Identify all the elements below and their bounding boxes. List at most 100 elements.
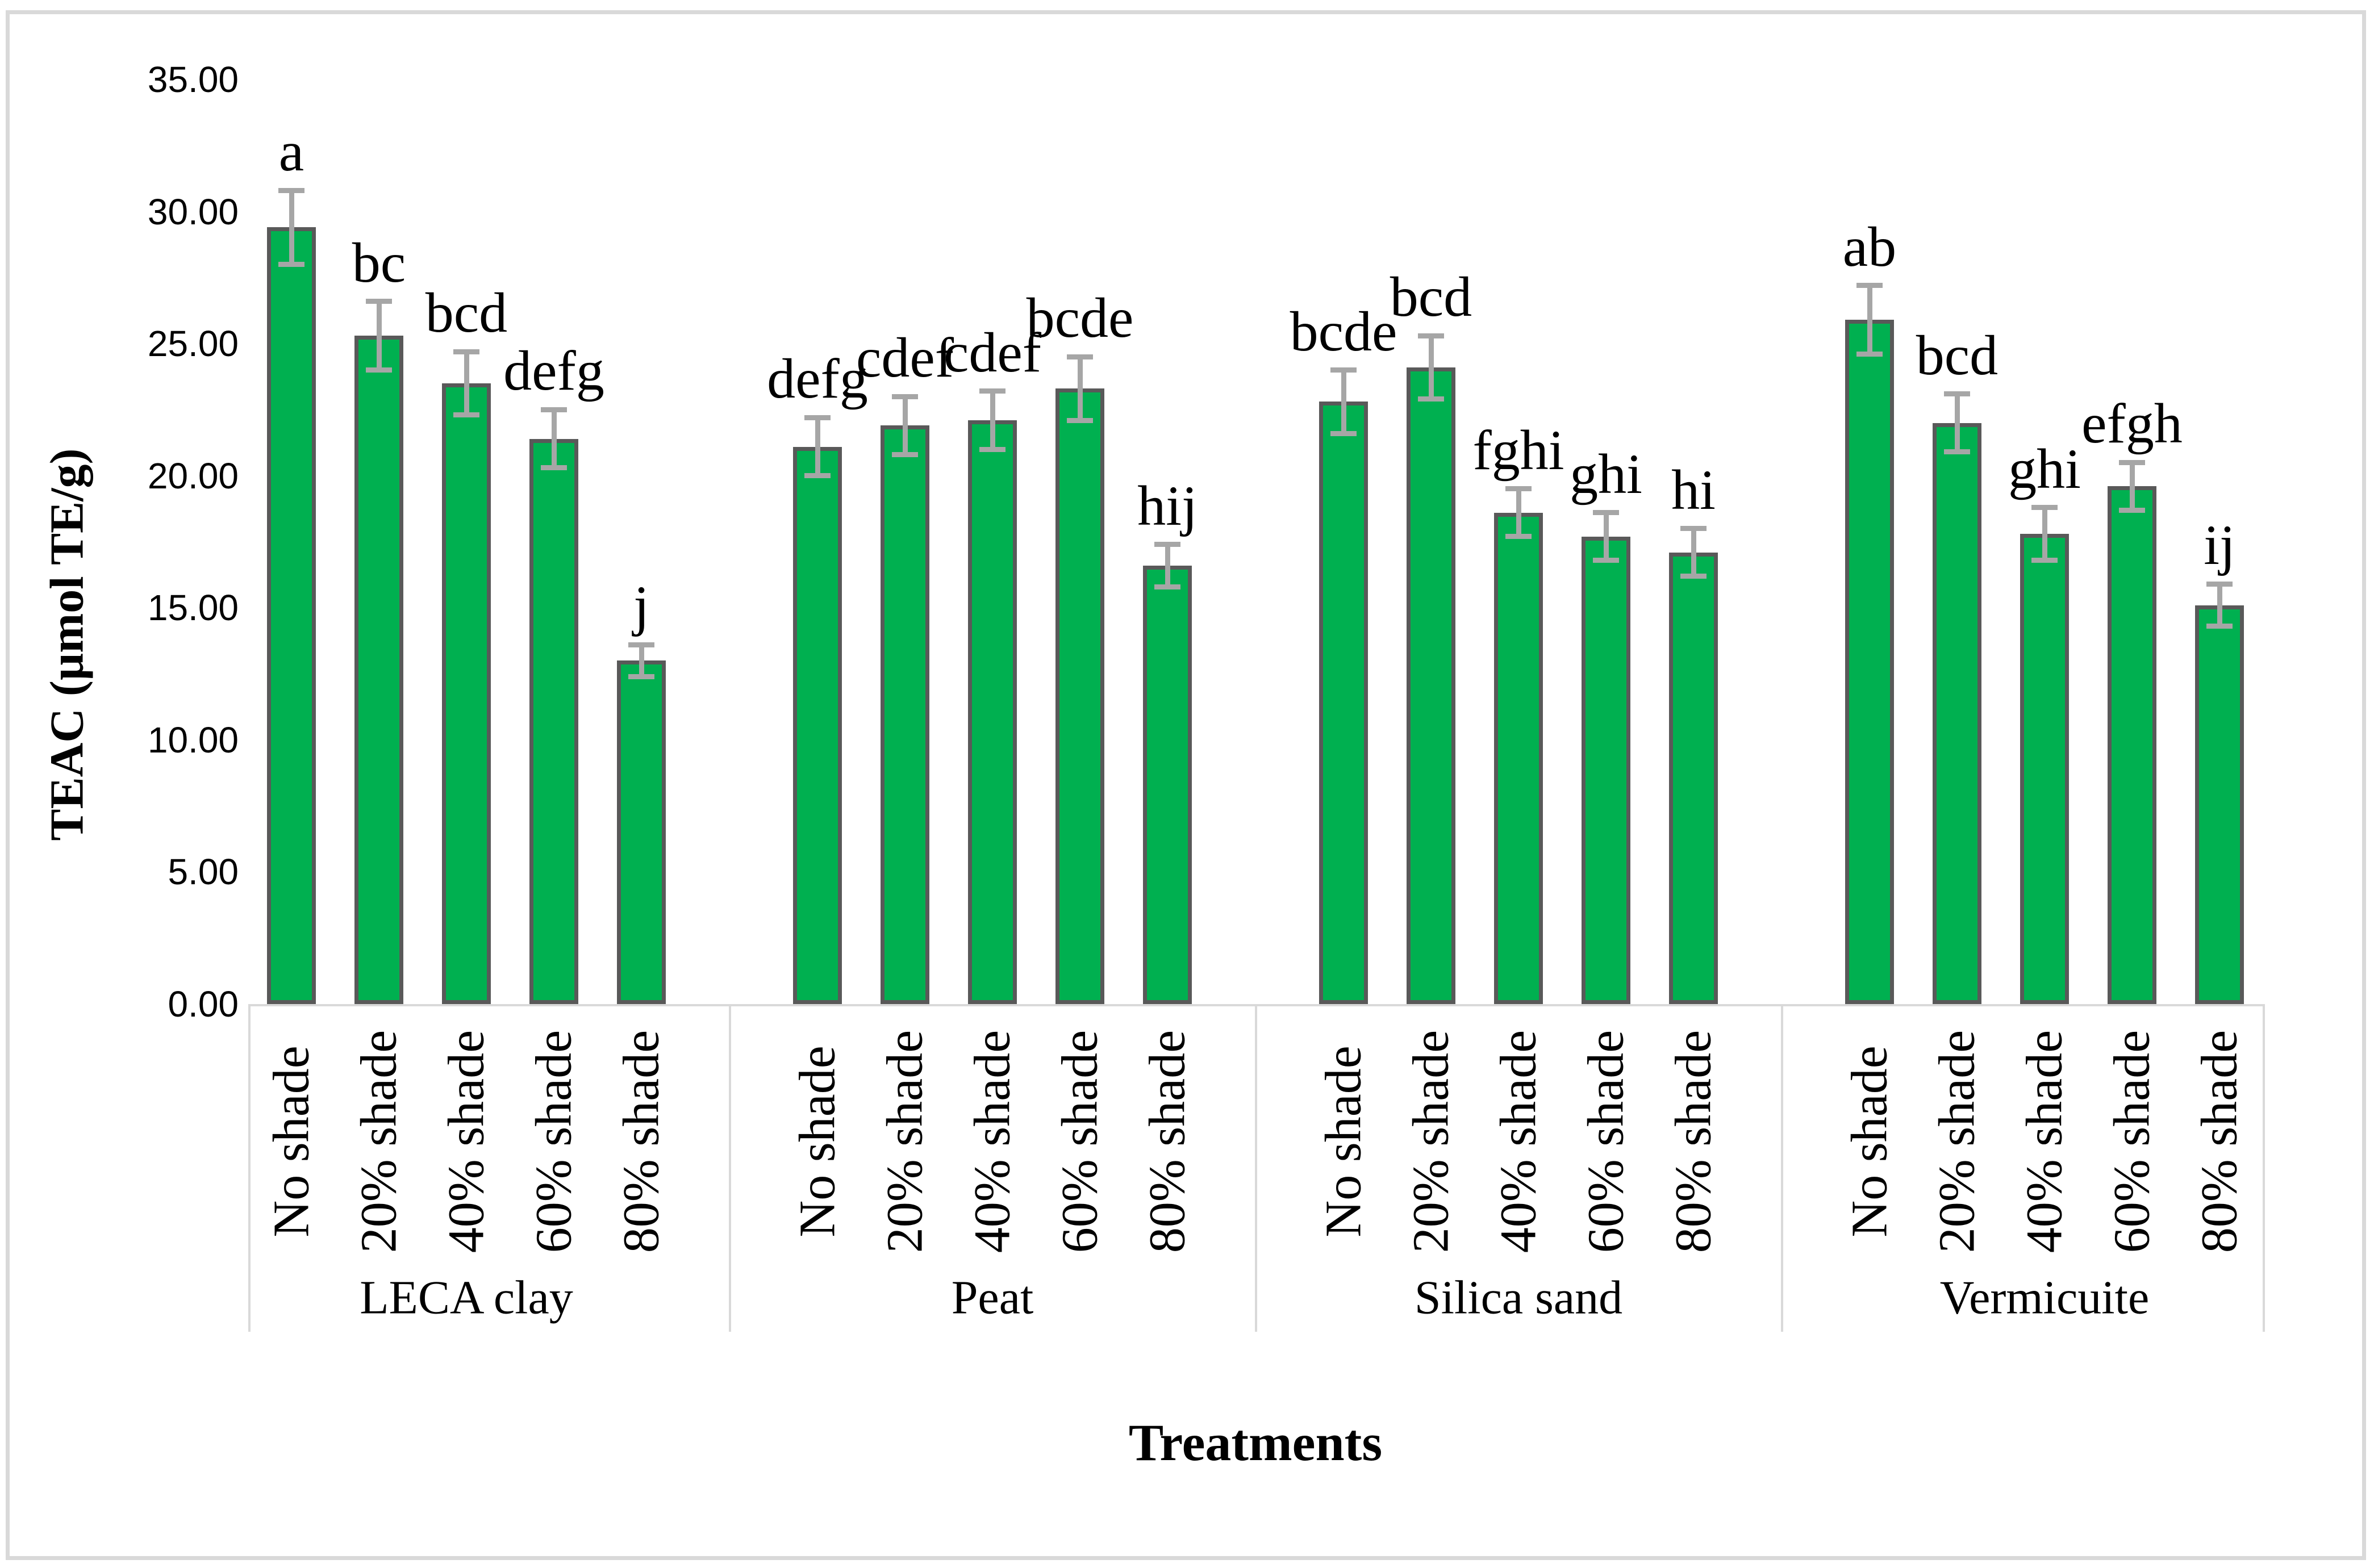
error-bar-cap-top	[2119, 459, 2145, 465]
category-label: No shade	[789, 1046, 846, 1237]
error-bar-line	[1341, 370, 1346, 434]
error-bar-line	[2217, 584, 2222, 626]
group-separator	[1255, 1004, 1257, 1332]
error-bar-cap-top	[366, 299, 392, 304]
y-tick-label: 15.00	[147, 587, 239, 629]
bar	[442, 383, 491, 1004]
error-bar-line	[1603, 512, 1609, 561]
bar	[1845, 320, 1894, 1004]
y-tick-label: 20.00	[147, 455, 239, 496]
error-bar-cap-bottom	[278, 262, 304, 267]
error-bar-cap-bottom	[1680, 573, 1707, 579]
error-bar-line	[1867, 285, 1872, 354]
significance-letter: ghi	[1570, 442, 1642, 505]
error-bar-line	[464, 352, 469, 415]
y-tick-label: 5.00	[168, 851, 239, 893]
significance-letter: bcde	[1026, 286, 1134, 350]
y-tick-label: 30.00	[147, 191, 239, 232]
error-bar-line	[1165, 544, 1170, 587]
error-bar-cap-top	[1944, 391, 1970, 397]
error-bar-cap-bottom	[1856, 352, 1883, 357]
category-label: 80% shade	[613, 1030, 670, 1253]
category-label: 20% shade	[1403, 1030, 1459, 1253]
significance-letter: hij	[1137, 474, 1198, 537]
error-bar-cap-bottom	[1944, 449, 1970, 455]
category-label: 80% shade	[1665, 1030, 1722, 1253]
category-label: No shade	[1315, 1046, 1372, 1237]
error-bar-line	[551, 409, 557, 468]
category-label: 40% shade	[1490, 1030, 1547, 1253]
bar	[2195, 605, 2244, 1004]
error-bar-cap-top	[2031, 505, 2058, 511]
group-separator	[1781, 1004, 1783, 1332]
significance-letter: efgh	[2081, 392, 2183, 455]
error-bar-cap-top	[979, 388, 1005, 394]
error-bar-cap-top	[1856, 283, 1883, 288]
significance-letter: j	[633, 574, 649, 638]
significance-letter: bc	[352, 231, 406, 294]
error-bar-line	[2042, 507, 2047, 561]
error-bar-line	[1691, 528, 1696, 576]
significance-letter: cdef	[943, 320, 1042, 384]
error-bar-cap-top	[804, 415, 831, 420]
error-bar-line	[1954, 394, 1960, 452]
category-label: 40% shade	[2016, 1030, 2073, 1253]
error-bar-line	[1516, 488, 1521, 537]
error-bar-line	[639, 645, 644, 677]
y-tick-label: 0.00	[168, 984, 239, 1025]
error-bar-cap-bottom	[1067, 417, 1093, 423]
category-label: 80% shade	[2191, 1030, 2248, 1253]
error-bar-cap-top	[453, 349, 479, 354]
category-label: 60% shade	[2104, 1030, 2160, 1253]
group-label: LECA clay	[360, 1271, 573, 1324]
error-bar-line	[815, 417, 820, 476]
error-bar-line	[1428, 336, 1434, 399]
error-bar-cap-bottom	[2206, 624, 2233, 629]
bar	[1319, 402, 1368, 1004]
significance-letter: defg	[767, 347, 868, 411]
category-label: 20% shade	[1929, 1030, 1985, 1253]
significance-letter: ghi	[2008, 437, 2081, 500]
error-bar-cap-bottom	[1330, 430, 1357, 436]
error-bar-cap-bottom	[2031, 558, 2058, 563]
error-bar-cap-bottom	[1593, 558, 1619, 563]
error-bar-cap-bottom	[453, 412, 479, 418]
error-bar-cap-bottom	[628, 674, 654, 679]
significance-letter: ij	[2204, 513, 2235, 577]
error-bar-cap-top	[1680, 526, 1707, 532]
group-label: Peat	[951, 1271, 1034, 1324]
error-bar-cap-top	[628, 642, 654, 647]
error-bar-cap-bottom	[1154, 584, 1180, 589]
category-label: 60% shade	[525, 1030, 582, 1253]
bar	[617, 660, 666, 1004]
error-bar-line	[2129, 462, 2135, 511]
error-bar-line	[1077, 357, 1083, 421]
category-label: 20% shade	[877, 1030, 933, 1253]
bar	[881, 425, 929, 1004]
error-bar-cap-bottom	[541, 465, 567, 471]
error-bar-cap-top	[278, 187, 304, 193]
bar	[267, 227, 316, 1004]
group-label: Silica sand	[1414, 1271, 1623, 1324]
error-bar-cap-bottom	[1505, 534, 1532, 540]
category-label: 80% shade	[1139, 1030, 1196, 1253]
error-bar-cap-top	[1505, 486, 1532, 492]
group-separator	[248, 1004, 251, 1332]
y-tick-label: 35.00	[147, 59, 239, 100]
error-bar-cap-bottom	[2119, 507, 2145, 513]
error-bar-cap-top	[892, 394, 918, 399]
error-bar-cap-bottom	[366, 367, 392, 373]
error-bar-cap-bottom	[979, 446, 1005, 452]
error-bar-cap-top	[541, 407, 567, 412]
error-bar-cap-top	[1330, 367, 1357, 373]
bar	[1143, 565, 1192, 1004]
bar	[1582, 536, 1630, 1004]
error-bar-cap-top	[1593, 510, 1619, 516]
significance-letter: a	[278, 120, 304, 183]
error-bar-cap-top	[1067, 354, 1093, 359]
significance-letter: ab	[1842, 215, 1897, 278]
bar	[1407, 367, 1455, 1004]
bar	[1494, 512, 1543, 1004]
